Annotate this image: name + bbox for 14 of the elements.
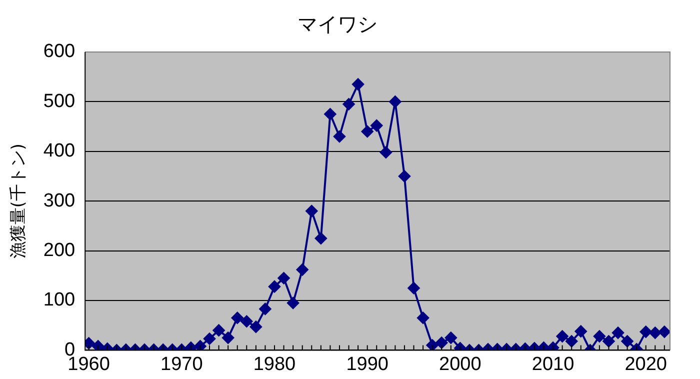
- y-axis-title: 漁獲量(千トン): [8, 143, 29, 259]
- y-tick-label: 400: [43, 140, 76, 162]
- y-tick-label: 600: [43, 41, 76, 62]
- x-tick-label: 2010: [532, 354, 574, 375]
- x-tick-label: 2000: [439, 354, 482, 375]
- chart-title: マイワシ: [298, 12, 378, 36]
- x-tick-label: 1980: [253, 354, 296, 375]
- x-tick-label: 1990: [346, 354, 388, 375]
- x-tick-label: 1970: [160, 354, 203, 375]
- y-tick-label: 100: [43, 290, 76, 311]
- y-tick-label: 200: [43, 240, 76, 262]
- y-tick-label: 300: [43, 190, 76, 212]
- y-tick-label: 500: [43, 90, 76, 112]
- x-tick-label: 2020: [624, 354, 667, 375]
